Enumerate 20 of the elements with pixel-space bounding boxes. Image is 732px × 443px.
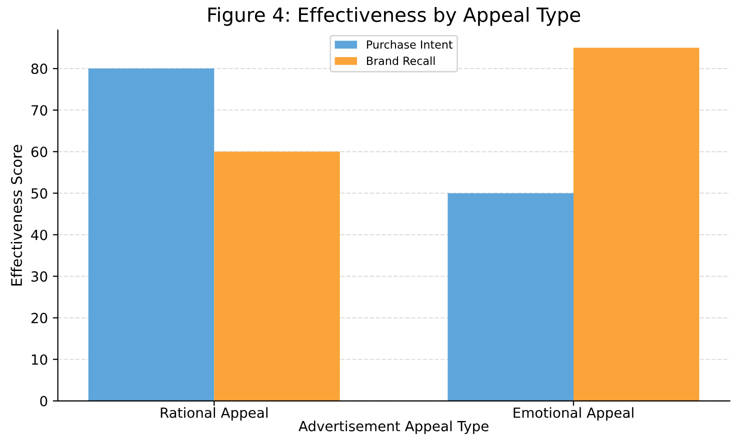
y-tick-label: 50 — [32, 188, 48, 199]
y-tick-label: 70 — [32, 105, 48, 116]
bar — [448, 193, 574, 401]
x-tick-label: Emotional Appeal — [514, 407, 634, 421]
bar — [214, 152, 340, 401]
bar — [573, 48, 700, 401]
y-tick-label: 10 — [32, 354, 48, 365]
y-tick-label: 80 — [31, 64, 48, 74]
legend-label: Purchase Intent — [367, 40, 453, 49]
y-tick-label: 30 — [31, 271, 48, 282]
y-tick-label: 40 — [31, 230, 48, 240]
y-axis-title: Effectiveness Score — [10, 144, 22, 286]
legend-label: Brand Recall — [367, 56, 435, 66]
chart-title: Figure 4: Effectiveness by Appeal Type — [208, 7, 580, 26]
x-axis-title: Advertisement Appeal Type — [298, 420, 488, 434]
y-tick-label: 60 — [31, 146, 48, 158]
x-tick-label: Rational Appeal — [160, 407, 268, 421]
bar — [88, 68, 214, 401]
y-tick-label: 0 — [40, 396, 48, 406]
y-tick-label: 20 — [31, 312, 48, 324]
